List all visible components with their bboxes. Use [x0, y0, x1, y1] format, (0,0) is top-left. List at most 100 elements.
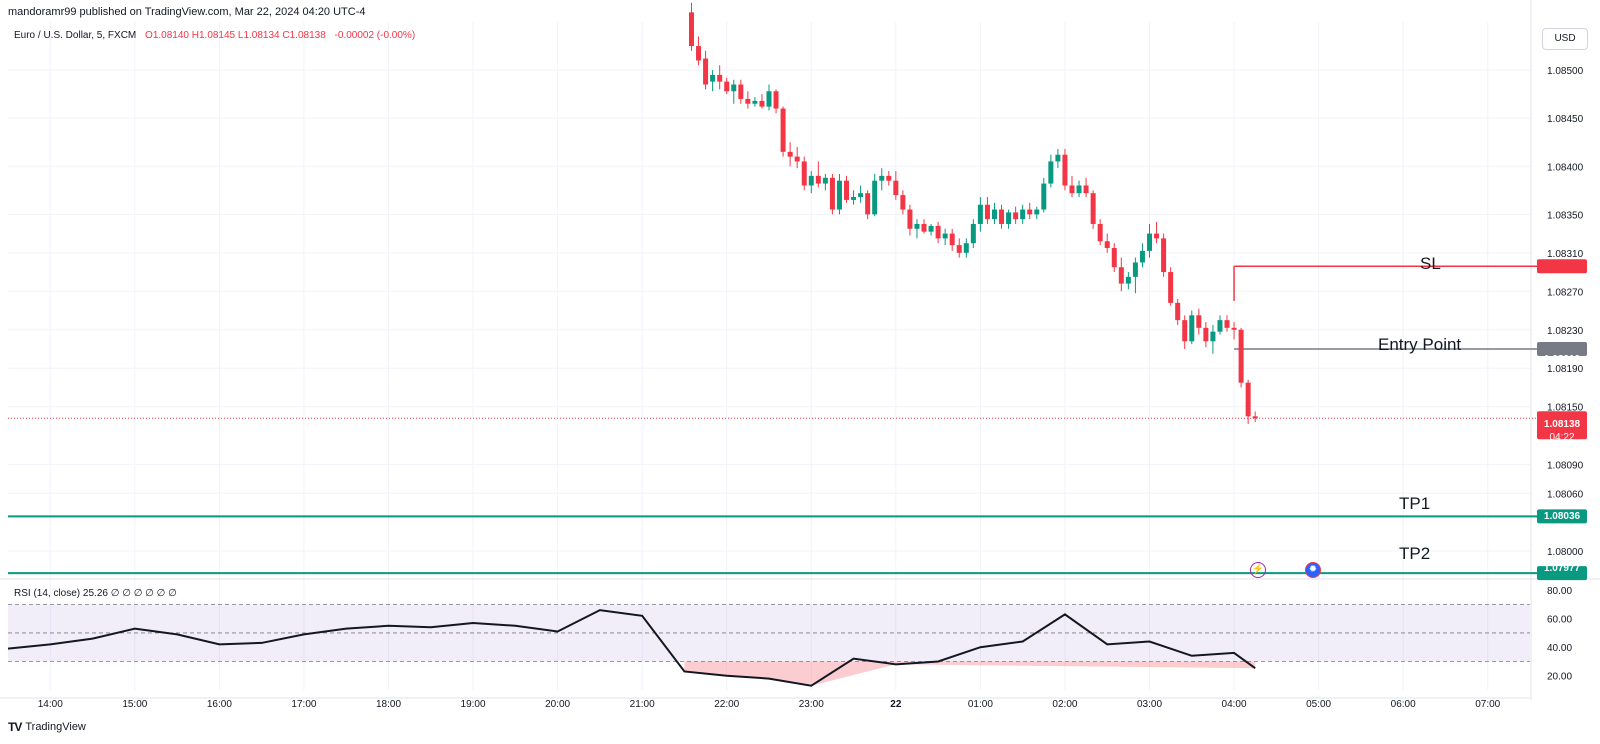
candle-body [1111, 248, 1117, 268]
currency-button[interactable]: USD [1542, 28, 1588, 50]
candle-body [1231, 327, 1237, 330]
candle-body [780, 108, 786, 152]
candle-body [1104, 241, 1110, 249]
price-axis-tick: 1.08270 [1547, 287, 1584, 298]
candle-body [928, 225, 934, 232]
candle-body [1224, 320, 1230, 328]
tp1-annotation[interactable]: TP1 [1399, 494, 1431, 513]
time-axis-tick: 14:00 [38, 699, 63, 710]
symbol-name[interactable]: Euro / U.S. Dollar, 5, FXCM [14, 30, 137, 41]
candle-body [1196, 315, 1202, 328]
lightning-icon[interactable]: ⚡ [1250, 562, 1266, 578]
rsi-pane: 80.00 60.00 40.00 20.00 [7, 586, 1572, 687]
time-axis-tick: 15:00 [122, 699, 147, 710]
bar-countdown: 04:22 [1549, 432, 1575, 443]
candle-body [1083, 185, 1089, 194]
candle-body [1062, 154, 1068, 186]
candle-body [851, 197, 857, 200]
price-axis-tick: 1.08450 [1547, 114, 1584, 125]
price-axis-tick: 1.08150 [1547, 403, 1584, 414]
candle-body [696, 46, 702, 61]
candle-body [1076, 185, 1082, 194]
candle-body [1217, 320, 1223, 332]
time-axis-tick: 20:00 [545, 699, 570, 710]
tradingview-brand: TradingView [25, 721, 86, 733]
candle-body [1168, 272, 1174, 303]
price-axis-tick: 1.08000 [1547, 547, 1584, 558]
candle-body [1147, 233, 1152, 251]
candle-body [921, 223, 927, 232]
event-flag-icon[interactable]: ✹ [1305, 562, 1321, 578]
price-axis-tick: 1.08090 [1547, 460, 1584, 471]
time-axis-tick: 02:00 [1052, 699, 1077, 710]
entry-price-label-bg [1537, 341, 1587, 356]
rsi-axis-tick: 20.00 [1547, 672, 1572, 683]
rsi-axis-tick: 40.00 [1547, 643, 1572, 654]
tp2-price-label-bg [1537, 566, 1587, 581]
price-axis-tick: 1.08350 [1547, 210, 1584, 221]
entry-annotation[interactable]: Entry Point [1378, 335, 1462, 354]
price-axis-tick: 1.08500 [1547, 66, 1584, 77]
sl-annotation[interactable]: SL [1420, 254, 1441, 273]
candle-body [999, 209, 1005, 224]
candle-body [1161, 238, 1167, 273]
candle-body [829, 177, 835, 210]
candle-body [822, 177, 828, 184]
candle-body [942, 233, 948, 239]
time-axis-tick: 23:00 [799, 699, 824, 710]
candle-body [1210, 331, 1216, 342]
candle-body [815, 175, 821, 184]
candle-body [977, 204, 983, 224]
rsi-axis-tick: 60.00 [1547, 615, 1572, 626]
time-axis-tick: 04:00 [1222, 699, 1247, 710]
candle-body [949, 233, 955, 246]
candle-body [1175, 302, 1181, 321]
time-axis-tick: 22 [890, 699, 902, 710]
candle-body [773, 91, 779, 109]
price-axis-tick: 1.08190 [1547, 364, 1584, 375]
candle-body [1034, 209, 1040, 215]
candle-body [879, 175, 885, 181]
tradingview-logo[interactable]: TV TradingView [8, 720, 86, 734]
current-price-label: 1.08138 [1543, 419, 1581, 430]
candle-body [893, 180, 899, 196]
candle-body [1189, 315, 1195, 342]
time-axis-tick: 03:00 [1137, 699, 1162, 710]
candle-body [858, 193, 864, 198]
candle-body [724, 81, 730, 92]
rsi-legend[interactable]: RSI (14, close) 25.26 ∅ ∅ ∅ ∅ ∅ ∅ [14, 588, 177, 599]
candle-body [808, 175, 814, 186]
time-axis-tick: 06:00 [1391, 699, 1416, 710]
tradingview-logo-icon: TV [8, 720, 22, 734]
candle-body [1013, 212, 1019, 220]
candle-body [1154, 233, 1160, 239]
candle-body [1125, 276, 1131, 284]
candle-body [1203, 327, 1209, 342]
price-axis-tick: 1.08060 [1547, 489, 1584, 500]
candle-body [935, 225, 941, 239]
sl-price-label: 1.08296 [1543, 275, 1581, 286]
time-axis-tick: 21:00 [630, 699, 655, 710]
ohlc-values: O1.08140 H1.08145 L1.08134 C1.08138 [145, 30, 326, 41]
entry-price-label: 1.08210 [1543, 354, 1581, 365]
candle-body [745, 98, 751, 104]
current-price-label-bg [1537, 411, 1587, 440]
candle-body [963, 243, 969, 253]
tp2-annotation[interactable]: TP2 [1399, 544, 1431, 563]
candle-body [787, 151, 793, 157]
symbol-legend[interactable]: Euro / U.S. Dollar, 5, FXCM O1.08140 H1.… [14, 30, 415, 41]
candle-body [759, 100, 765, 107]
time-axis-tick: 01:00 [968, 699, 993, 710]
candle-body [886, 175, 892, 181]
candle-body [872, 180, 878, 215]
candle-body [688, 12, 694, 47]
candle-body [1041, 183, 1047, 210]
candle-body [1245, 382, 1251, 417]
price-axis-tick: 1.08230 [1547, 326, 1584, 337]
candle-body [1090, 193, 1096, 224]
candle-body [1048, 161, 1054, 184]
candle-body [844, 180, 850, 200]
candle-body [738, 84, 744, 99]
time-axis-tick: 19:00 [461, 699, 486, 710]
